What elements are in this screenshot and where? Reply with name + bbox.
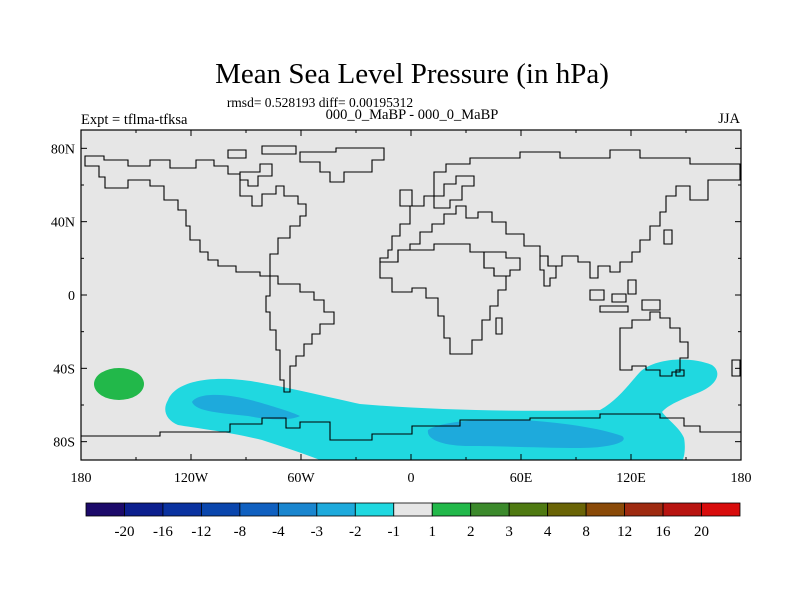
- coast-australia: [619, 311, 689, 377]
- colorbar-level-label: -4: [272, 524, 285, 540]
- colorbar-swatch: [393, 502, 433, 517]
- comparison-label: 000_0_MaBP - 000_0_MaBP: [326, 107, 499, 123]
- coast-greenland: [299, 147, 385, 183]
- colorbar-swatch: [431, 502, 472, 517]
- coast-africa: [379, 243, 507, 355]
- colorbar-swatch: [662, 502, 702, 517]
- colorbar-level-label: 3: [505, 524, 513, 540]
- colorbar-swatch: [124, 502, 164, 517]
- experiment-label: Expt = tflma-tfksa: [81, 112, 188, 128]
- colorbar-level-label: 2: [467, 524, 475, 540]
- colorbar-swatch: [701, 502, 741, 517]
- colorbar-level-label: -3: [311, 524, 324, 540]
- colorbar-swatch: [316, 502, 356, 517]
- colorbar-swatch: [85, 502, 125, 517]
- lat-label: 40S: [53, 362, 75, 377]
- coast-british-isles: [399, 189, 413, 207]
- lon-label: 180: [731, 471, 752, 486]
- lon-label: 60W: [287, 471, 315, 486]
- colorbar-level-label: 1: [428, 524, 436, 540]
- plot-title: Mean Sea Level Pressure (in hPa): [215, 58, 609, 90]
- colorbar-swatch: [162, 502, 202, 517]
- coast-maritime-se-asia: [589, 279, 661, 313]
- colorbar-level-label: -12: [191, 524, 211, 540]
- colorbar-level-label: -20: [114, 524, 134, 540]
- coast-eurasia: [379, 149, 741, 279]
- anomaly-region-plus1: [94, 368, 144, 400]
- colorbar-level-label: 20: [694, 524, 709, 540]
- colorbar-level-label: 8: [582, 524, 590, 540]
- colorbar-swatch: [470, 502, 510, 517]
- colorbar: -20 -16 -12 -8 -4 -3 -2 -1 1 2 3 4 8 12 16 20: [85, 502, 741, 540]
- coast-new-zealand: [731, 359, 741, 377]
- colorbar-swatch: [354, 502, 395, 517]
- coast-madagascar: [495, 317, 503, 335]
- coast-arctic-islands: [239, 163, 273, 187]
- anomaly-region-minus2-west: [192, 394, 300, 420]
- map-panel: 80N 40N 0 40S 80S 180 120W 60W 0 60E 120E 180: [51, 129, 752, 486]
- lat-label: 0: [68, 289, 75, 304]
- anomaly-region-minus2-east: [427, 419, 624, 448]
- coast-arabia: [483, 251, 521, 277]
- coast-scandinavia: [433, 175, 475, 209]
- coast-japan: [663, 229, 673, 245]
- colorbar-level-label: -2: [349, 524, 362, 540]
- coast-south-america: [265, 275, 335, 393]
- longitude-axis: 180 120W 60W 0 60E 120E 180: [71, 130, 752, 486]
- stats-line: rmsd= 0.528193 diff= 0.00195312: [227, 95, 413, 110]
- lon-label: 120E: [616, 471, 646, 486]
- lat-label: 80N: [51, 142, 75, 157]
- colorbar-level-label: -1: [388, 524, 401, 540]
- colorbar-level-label: 4: [544, 524, 552, 540]
- coastlines: [81, 145, 741, 441]
- lon-label: 0: [408, 471, 415, 486]
- colorbar-swatch: [585, 502, 625, 517]
- colorbar-level-label: 12: [617, 524, 632, 540]
- lon-label: 120W: [174, 471, 209, 486]
- colorbar-level-label: -8: [234, 524, 247, 540]
- colorbar-swatch: [201, 502, 241, 517]
- season-label: JJA: [718, 111, 740, 127]
- colorbar-swatch: [277, 502, 318, 517]
- colorbar-swatch: [508, 502, 549, 517]
- coast-north-america: [84, 155, 307, 277]
- lat-label: 80S: [53, 436, 75, 451]
- colorbar-level-label: 16: [656, 524, 672, 540]
- lat-label: 40N: [51, 216, 75, 231]
- colorbar-swatch: [624, 502, 664, 517]
- colorbar-swatch: [239, 502, 279, 517]
- colorbar-swatch: [547, 502, 587, 517]
- coast-antarctica: [81, 413, 741, 441]
- latitude-axis: 80N 40N 0 40S 80S: [51, 142, 741, 451]
- lon-label: 180: [71, 471, 92, 486]
- lon-label: 60E: [510, 471, 533, 486]
- coast-india: [539, 255, 557, 287]
- colorbar-level-label: -16: [153, 524, 173, 540]
